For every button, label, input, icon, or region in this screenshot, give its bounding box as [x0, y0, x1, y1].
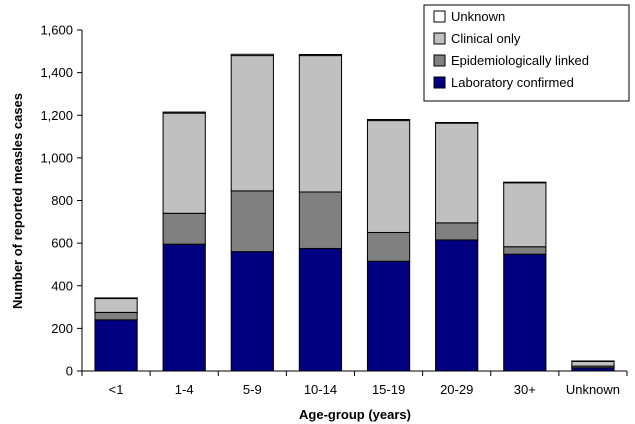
legend-swatch	[433, 76, 446, 89]
y-tick-label: 0	[66, 364, 73, 379]
x-tick-label: 1-4	[175, 382, 194, 397]
bar-segment-laboratory-confirmed	[366, 260, 411, 372]
bar-segment-unknown	[298, 54, 343, 57]
y-axis-title: Number of reported measles cases	[10, 93, 25, 309]
x-tick-label: 10-14	[304, 382, 337, 397]
bar-segment-unknown	[503, 181, 547, 184]
bar-segment-unknown	[94, 297, 138, 300]
y-tick-label: 200	[51, 321, 73, 336]
legend-label: Epidemiologically linked	[451, 53, 589, 68]
y-tick-label: 1,000	[40, 150, 73, 165]
bar-segment-epidemiologically-linked	[94, 311, 138, 321]
bar-segment-epidemiologically-linked	[366, 231, 411, 262]
legend-swatch	[433, 10, 446, 23]
bar-segment-clinical-only	[298, 55, 343, 193]
bar-segment-laboratory-confirmed	[298, 247, 343, 372]
x-axis-ticks: <1 1-4 5-9 10-14 15-19 20-29 30+ Unknown	[81, 371, 628, 397]
bar-segment-epidemiologically-linked	[162, 212, 206, 245]
bar-segment-clinical-only	[94, 298, 138, 313]
y-axis-ticks: 0 200 400 600 800 1,000 1,200 1,400 1,600	[40, 23, 82, 379]
legend: Unknown Clinical only Epidemiologically li…	[423, 4, 630, 102]
y-tick-label: 600	[51, 236, 73, 251]
bar-segment-laboratory-confirmed	[230, 251, 274, 372]
bar-segment-epidemiologically-linked	[435, 222, 479, 241]
y-tick-label: 1,400	[40, 65, 73, 80]
bar-segment-laboratory-confirmed	[162, 243, 206, 372]
bar-stacks	[94, 53, 615, 372]
legend-label: Unknown	[451, 9, 505, 24]
x-tick-label: <1	[109, 382, 124, 397]
bar-segment-epidemiologically-linked	[503, 246, 547, 255]
bar-segment-laboratory-confirmed	[503, 253, 547, 372]
bar-segment-clinical-only	[162, 112, 206, 214]
bar-segment-clinical-only	[366, 120, 411, 233]
bar-segment-unknown	[230, 53, 274, 57]
legend-label: Clinical only	[451, 31, 521, 46]
legend-swatch	[433, 54, 446, 67]
x-axis-title: Age-group (years)	[299, 407, 411, 422]
y-tick-label: 400	[51, 278, 73, 293]
bar-segment-laboratory-confirmed	[435, 239, 479, 372]
legend-label: Laboratory confirmed	[451, 75, 574, 90]
bar-segment-unknown	[366, 119, 411, 122]
bar-segment-clinical-only	[571, 360, 615, 367]
legend-box	[423, 4, 630, 102]
bar-segment-epidemiologically-linked	[230, 190, 274, 253]
bar-segment-laboratory-confirmed	[94, 319, 138, 372]
legend-swatch	[433, 32, 446, 45]
x-tick-label: 30+	[514, 382, 536, 397]
x-tick-label: 5-9	[243, 382, 262, 397]
bar-segment-unknown	[435, 121, 479, 124]
y-tick-label: 1,600	[40, 23, 73, 38]
y-tick-label: 1,200	[40, 108, 73, 123]
y-tick-label: 800	[51, 193, 73, 208]
bar-segment-clinical-only	[435, 122, 479, 224]
x-tick-label: 20-29	[440, 382, 473, 397]
bar-segment-clinical-only	[503, 182, 547, 248]
x-tick-label: 15-19	[372, 382, 405, 397]
bar-segment-epidemiologically-linked	[298, 191, 343, 249]
bar-segment-unknown	[162, 111, 206, 114]
bar-segment-clinical-only	[230, 55, 274, 192]
x-tick-label: Unknown	[566, 382, 620, 397]
